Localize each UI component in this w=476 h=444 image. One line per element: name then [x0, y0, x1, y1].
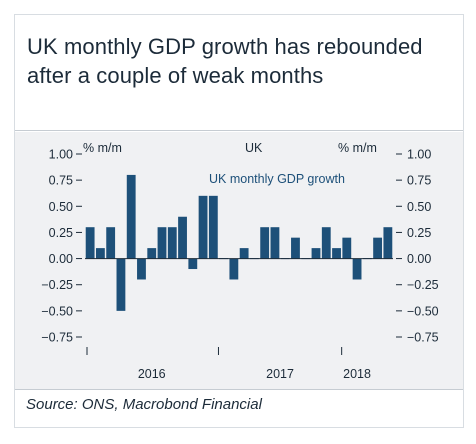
bar [321, 227, 331, 259]
bar [291, 237, 300, 259]
year-label: 2017 [266, 367, 294, 381]
y-tick-label-left: −0.50 [41, 304, 73, 318]
y-tick-label-right: 0.50 [407, 200, 431, 214]
bar [332, 248, 341, 259]
y-tick-label-left: 1.00 [49, 148, 73, 162]
year-label: 2016 [138, 367, 166, 381]
y-tick-label-left: 0.00 [49, 252, 73, 266]
y-tick-label-right: −0.50 [407, 304, 439, 318]
panel-title: UK [245, 141, 263, 155]
x-axis: 2016 2017 2018 [86, 347, 371, 381]
right-y-axis: 1.00 0.75 0.50 0.25 0.00 −0.25 −0.50 −0.75 [396, 148, 439, 345]
y-tick-label-left: 0.75 [49, 174, 73, 188]
y-tick-label-left: −0.25 [41, 278, 73, 292]
bar [126, 174, 136, 259]
bar [208, 195, 218, 259]
bar-chart: 1.00 0.75 0.50 0.25 0.00 −0.25 −0.50 −0.75 1.00… [41, 141, 439, 381]
bar [383, 227, 393, 259]
bar [229, 258, 239, 280]
bar [188, 258, 198, 270]
bar [167, 227, 177, 259]
chart-title: UK monthly GDP growth has rebounded afte… [15, 15, 463, 131]
y-tick-label-left: −0.75 [41, 331, 73, 345]
bar [239, 248, 249, 259]
left-y-axis: 1.00 0.75 0.50 0.25 0.00 −0.25 −0.50 −0.75 [41, 148, 82, 345]
bar [95, 248, 105, 259]
bar [373, 237, 383, 259]
bar [198, 195, 208, 259]
y-tick-label-right: 0.75 [407, 174, 431, 188]
y-tick-label-right: 0.00 [407, 252, 431, 266]
bar [311, 248, 321, 259]
bar [270, 227, 280, 259]
y-unit-right: % m/m [338, 141, 377, 155]
year-label: 2018 [343, 367, 371, 381]
bar [342, 237, 352, 259]
bar [137, 258, 146, 280]
bar [85, 227, 95, 259]
y-tick-label-right: 0.25 [407, 226, 431, 240]
bar [116, 258, 126, 311]
y-tick-label-right: 1.00 [407, 148, 431, 162]
y-tick-label-right: −0.25 [407, 278, 439, 292]
bars [85, 174, 393, 311]
bar [157, 227, 167, 259]
bar [106, 227, 116, 259]
bar [260, 227, 270, 259]
y-tick-label-left: 0.25 [49, 226, 73, 240]
series-label: UK monthly GDP growth [209, 172, 345, 186]
chart-area: 1.00 0.75 0.50 0.25 0.00 −0.25 −0.50 −0.75 1.00… [15, 132, 463, 389]
y-tick-label-right: −0.75 [407, 331, 439, 345]
bar [147, 248, 157, 259]
source-note: Source: ONS, Macrobond Financial [15, 389, 463, 427]
chart-card: UK monthly GDP growth has rebounded afte… [14, 14, 464, 428]
y-tick-label-left: 0.50 [49, 200, 73, 214]
bar [352, 258, 362, 280]
y-unit-left: % m/m [83, 141, 122, 155]
bar [178, 216, 187, 259]
